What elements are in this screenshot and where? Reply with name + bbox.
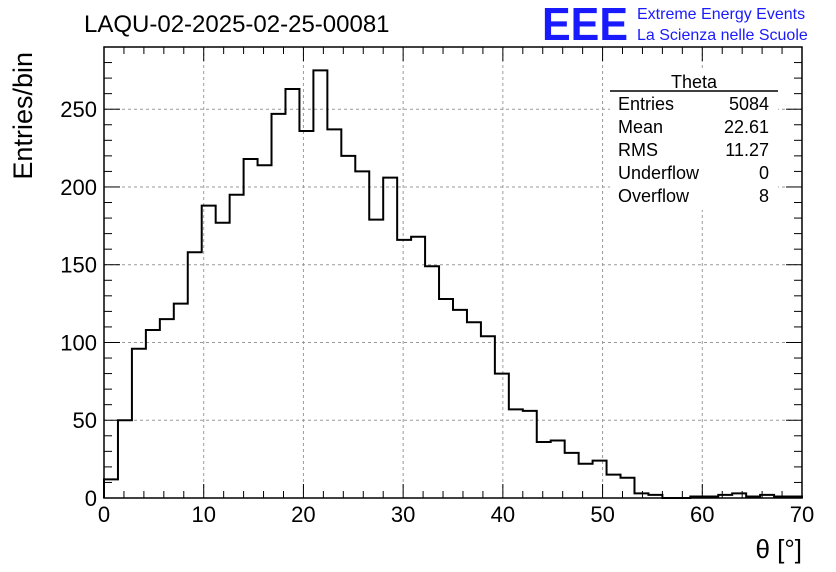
stat-value: 5084 bbox=[729, 94, 769, 114]
chart-title: LAQU-02-2025-02-25-00081 bbox=[84, 11, 390, 38]
axis-ticks bbox=[103, 46, 803, 499]
stat-label: Entries bbox=[618, 94, 674, 114]
y-tick-labels: 0 50 100 150 200 250 bbox=[60, 97, 97, 511]
stat-value: 0 bbox=[759, 163, 769, 183]
y-tick-label: 200 bbox=[60, 175, 97, 200]
x-axis-label: θ [°] bbox=[755, 534, 802, 564]
x-tick-label: 50 bbox=[590, 502, 614, 527]
x-tick-label: 40 bbox=[491, 502, 515, 527]
grid-lines bbox=[104, 47, 802, 498]
statistics-box: Theta Entries 5084 Mean 22.61 RMS 11.27 Underf… bbox=[610, 70, 778, 210]
eee-logo-line1: Extreme Energy Events bbox=[637, 6, 805, 23]
y-tick-label: 150 bbox=[60, 253, 97, 278]
eee-logo: EEE Extreme Energy Events La Scienza nel… bbox=[542, 0, 808, 50]
stat-value: 8 bbox=[759, 186, 769, 206]
stat-label: Underflow bbox=[618, 163, 700, 183]
statistics-rows: Entries 5084 Mean 22.61 RMS 11.27 Underflow 0 Ov… bbox=[618, 94, 769, 206]
plot-frame bbox=[103, 46, 803, 499]
x-tick-label: 10 bbox=[191, 502, 215, 527]
eee-logo-line2: La Scienza nelle Scuole bbox=[637, 27, 808, 44]
stat-label: RMS bbox=[618, 140, 658, 160]
x-tick-label: 60 bbox=[690, 502, 714, 527]
x-tick-label: 20 bbox=[291, 502, 315, 527]
statistics-box-background bbox=[610, 70, 778, 210]
x-tick-labels: 0 10 20 30 40 50 60 70 bbox=[98, 502, 814, 527]
stat-label: Mean bbox=[618, 117, 663, 137]
x-tick-label: 30 bbox=[391, 502, 415, 527]
x-tick-label: 70 bbox=[790, 502, 814, 527]
y-tick-label: 0 bbox=[85, 486, 97, 511]
x-tick-label: 0 bbox=[98, 502, 110, 527]
statistics-box-title: Theta bbox=[671, 72, 718, 92]
y-tick-label: 250 bbox=[60, 97, 97, 122]
y-axis-label: Entries/bin bbox=[8, 52, 38, 180]
eee-logo-mark: EEE bbox=[542, 0, 628, 50]
stat-label: Overflow bbox=[618, 186, 690, 206]
y-tick-label: 100 bbox=[60, 330, 97, 355]
stat-value: 22.61 bbox=[724, 117, 769, 137]
y-tick-label: 50 bbox=[73, 408, 97, 433]
stat-value: 11.27 bbox=[725, 140, 769, 160]
